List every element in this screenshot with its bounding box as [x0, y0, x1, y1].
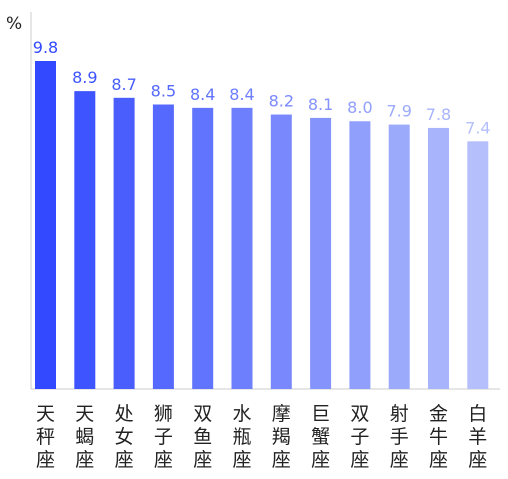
value-labels-group: 9.8 8.9 8.7 8.5 8.4 8.4 8.2 8.1 8.0 7.9 7.8 7.4	[33, 38, 491, 137]
category-label-4: 狮子座	[154, 403, 173, 471]
value-label-6: 8.4	[229, 85, 254, 104]
bar-4	[152, 104, 174, 389]
bar-1	[35, 60, 56, 390]
value-label-5: 8.4	[190, 85, 215, 104]
category-label-10: 射手座	[390, 403, 409, 471]
value-label-4: 8.5	[151, 82, 176, 101]
value-label-12: 7.4	[465, 118, 490, 137]
category-label-2: 天蝎座	[75, 403, 94, 471]
value-label-7: 8.2	[269, 92, 294, 111]
value-label-8: 8.1	[308, 95, 333, 114]
category-label-1: 天秤座	[36, 403, 55, 471]
value-label-1: 9.8	[33, 38, 58, 57]
bar-10	[388, 124, 410, 389]
bar-11	[428, 127, 449, 390]
category-label-7: 摩羯座	[272, 403, 291, 471]
value-label-9: 8.0	[347, 98, 372, 117]
category-label-6: 水瓶座	[232, 403, 251, 471]
value-label-10: 7.9	[386, 102, 411, 121]
category-label-12: 白羊座	[468, 403, 487, 471]
category-labels-group: 天秤座 天蝎座 处女座 狮子座 双鱼座 水瓶座 摩羯座 巨蟹座 双子座 射手座 金牛座 白羊座	[36, 403, 487, 471]
value-label-3: 8.7	[111, 75, 136, 94]
bar-6	[231, 107, 253, 390]
category-label-11: 金牛座	[429, 403, 448, 471]
category-label-9: 双子座	[350, 403, 369, 471]
bar-12	[467, 141, 489, 389]
bar-9	[349, 121, 371, 390]
category-label-5: 双鱼座	[193, 403, 212, 471]
bar-5	[192, 107, 214, 390]
value-label-2: 8.9	[72, 68, 97, 87]
bar-2	[74, 91, 96, 389]
category-label-3: 处女座	[115, 403, 134, 471]
category-label-8: 巨蟹座	[311, 403, 330, 471]
bar-8	[310, 117, 332, 389]
bar-7	[270, 114, 292, 390]
bar-3	[113, 97, 135, 389]
y-axis-unit-label: %	[6, 14, 22, 34]
bars-group	[35, 60, 489, 390]
value-label-11: 7.8	[426, 105, 451, 124]
